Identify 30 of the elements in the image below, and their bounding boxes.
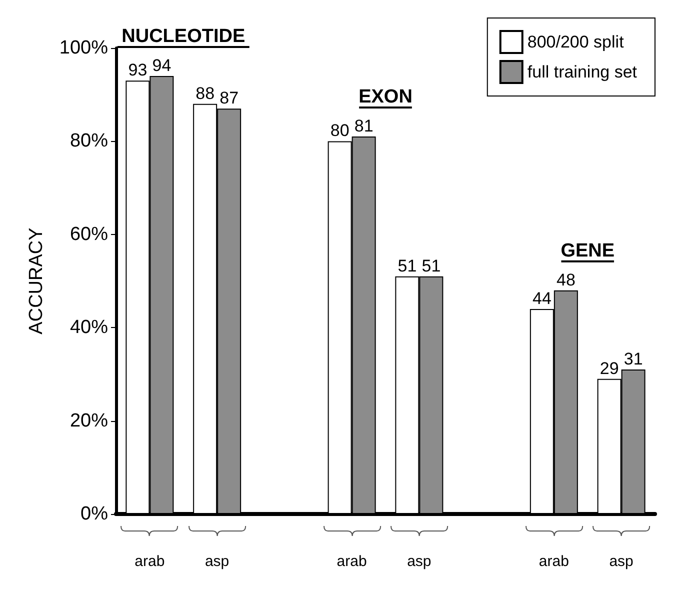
- data-label: 48: [556, 270, 576, 290]
- data-label: 87: [220, 88, 239, 108]
- data-label: 94: [152, 56, 172, 75]
- y-tick-label: 40%: [70, 317, 108, 338]
- y-tick-label: 20%: [70, 410, 108, 432]
- data-label: 44: [532, 288, 552, 308]
- y-tick-label: 80%: [70, 130, 108, 152]
- y-tick-label: 100%: [59, 38, 108, 58]
- data-label: 80: [330, 121, 350, 140]
- data-label: 81: [354, 116, 374, 136]
- y-axis-title: ACCURACY: [26, 227, 47, 334]
- x-tick-label: arab: [336, 553, 367, 570]
- x-tick-label: arab: [134, 553, 165, 570]
- data-label: 88: [196, 84, 215, 103]
- data-label: 31: [624, 350, 643, 369]
- x-tick-label: arab: [538, 553, 569, 570]
- data-label: 51: [422, 256, 441, 276]
- x-tick-label: asp: [204, 553, 230, 570]
- legend-label: 800/200 split: [527, 32, 624, 52]
- annotation: EXON: [358, 86, 412, 108]
- data-label: 29: [600, 358, 619, 378]
- y-tick-label: 0%: [80, 504, 108, 524]
- text: NUCLEOTIDE: [122, 26, 246, 47]
- data-label: 51: [398, 256, 417, 276]
- legend-label: full training set: [527, 62, 638, 82]
- data-label: 93: [128, 60, 148, 80]
- y-tick-label: 60%: [70, 224, 108, 245]
- annotation: GENE: [560, 240, 615, 262]
- x-tick-label: asp: [407, 553, 432, 570]
- x-tick-label: asp: [609, 553, 634, 570]
